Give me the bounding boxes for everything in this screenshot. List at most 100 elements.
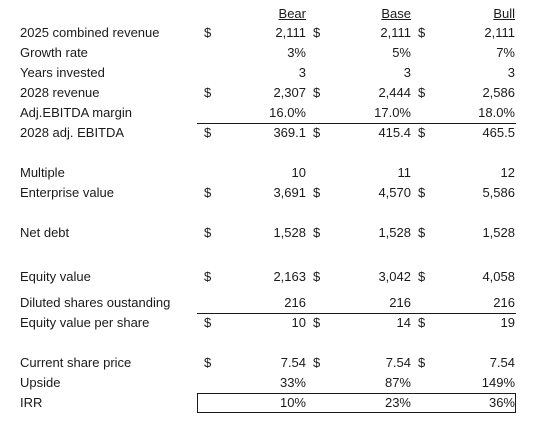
currency-symbol: $ bbox=[204, 185, 212, 200]
bull-value: 7% bbox=[496, 45, 515, 60]
header-bear: Bear bbox=[278, 6, 306, 21]
header-bull: Bull bbox=[493, 6, 515, 21]
row-label: Multiple bbox=[20, 165, 65, 180]
base-value: 11 bbox=[397, 165, 412, 180]
currency-symbol: $ bbox=[313, 355, 321, 370]
bull-value: 19 bbox=[500, 315, 515, 330]
row-label: Enterprise value bbox=[20, 185, 114, 200]
bull-value: 3 bbox=[507, 65, 515, 80]
header-base: Base bbox=[381, 6, 411, 21]
row-upside: Upside 33% 87% 149% bbox=[0, 373, 546, 393]
base-value: 3,042 bbox=[378, 269, 411, 284]
row-revenue-2025: 2025 combined revenue $ 2,111 $ 2,111 $ … bbox=[0, 23, 546, 43]
header-row: Bear Base Bull bbox=[0, 4, 546, 24]
base-value: 4,570 bbox=[378, 185, 411, 200]
currency-symbol: $ bbox=[204, 125, 212, 140]
row-label: IRR bbox=[20, 395, 43, 410]
bull-value: 465.5 bbox=[482, 125, 515, 140]
row-ebitda-2028: 2028 adj. EBITDA $ 369.1 $ 415.4 $ 465.5 bbox=[0, 123, 546, 143]
currency-symbol: $ bbox=[418, 185, 426, 200]
row-label: Years invested bbox=[20, 65, 105, 80]
irr-box bbox=[197, 393, 516, 413]
bear-value: 10 bbox=[291, 315, 306, 330]
currency-symbol: $ bbox=[313, 25, 321, 40]
row-label: Equity value bbox=[20, 269, 91, 284]
bear-value: 2,111 bbox=[275, 25, 306, 40]
currency-symbol: $ bbox=[418, 225, 426, 240]
currency-symbol: $ bbox=[204, 85, 212, 100]
currency-symbol: $ bbox=[313, 185, 321, 200]
bull-value: 2,586 bbox=[482, 85, 515, 100]
currency-symbol: $ bbox=[418, 85, 426, 100]
currency-symbol: $ bbox=[204, 355, 212, 370]
base-value: 2,111 bbox=[380, 25, 411, 40]
base-value: 5% bbox=[392, 45, 411, 60]
currency-symbol: $ bbox=[204, 25, 212, 40]
currency-symbol: $ bbox=[418, 315, 426, 330]
bull-value: 5,586 bbox=[482, 185, 515, 200]
currency-symbol: $ bbox=[313, 85, 321, 100]
currency-symbol: $ bbox=[418, 355, 426, 370]
row-net-debt: Net debt $ 1,528 $ 1,528 $ 1,528 bbox=[0, 223, 546, 243]
bear-value: 369.1 bbox=[273, 125, 306, 140]
base-value: 1,528 bbox=[378, 225, 411, 240]
row-label: Diluted shares oustanding bbox=[20, 295, 171, 310]
base-value: 87% bbox=[384, 375, 411, 390]
currency-symbol: $ bbox=[418, 269, 426, 284]
currency-symbol: $ bbox=[313, 125, 321, 140]
row-label: 2028 adj. EBITDA bbox=[20, 125, 125, 140]
currency-symbol: $ bbox=[418, 25, 426, 40]
base-value: 7.54 bbox=[385, 355, 411, 370]
row-label: Equity value per share bbox=[20, 315, 150, 330]
currency-symbol: $ bbox=[313, 269, 321, 284]
row-label: 2028 revenue bbox=[20, 85, 100, 100]
row-ebitda-margin: Adj.EBITDA margin 16.0% 17.0% 18.0% bbox=[0, 103, 546, 123]
currency-symbol: $ bbox=[204, 225, 212, 240]
row-revenue-2028: 2028 revenue $ 2,307 $ 2,444 $ 2,586 bbox=[0, 83, 546, 103]
bear-value: 3 bbox=[298, 65, 306, 80]
base-value: 23% bbox=[384, 395, 411, 410]
row-irr: IRR 10% 23% 36% bbox=[0, 393, 546, 413]
bear-value: 3% bbox=[287, 45, 306, 60]
bear-value: 2,163 bbox=[273, 269, 306, 284]
subtotal-rule bbox=[197, 123, 516, 124]
bull-value: 149% bbox=[481, 375, 515, 390]
currency-symbol: $ bbox=[313, 315, 321, 330]
bear-value: 16.0% bbox=[269, 105, 306, 120]
row-share-price: Current share price $ 7.54 $ 7.54 $ 7.54 bbox=[0, 353, 546, 373]
bear-value: 2,307 bbox=[273, 85, 306, 100]
bull-value: 36% bbox=[488, 395, 515, 410]
bear-value: 3,691 bbox=[273, 185, 306, 200]
bull-value: 18.0% bbox=[478, 105, 515, 120]
row-enterprise-value: Enterprise value $ 3,691 $ 4,570 $ 5,586 bbox=[0, 183, 546, 203]
base-value: 2,444 bbox=[378, 85, 411, 100]
bear-value: 1,528 bbox=[273, 225, 306, 240]
bull-value: 2,111 bbox=[484, 25, 515, 40]
currency-symbol: $ bbox=[204, 269, 212, 284]
row-growth-rate: Growth rate 3% 5% 7% bbox=[0, 43, 546, 63]
row-label: Net debt bbox=[20, 225, 70, 240]
row-label: Adj.EBITDA margin bbox=[20, 105, 132, 120]
row-equity-per-share: Equity value per share $ 10 $ 14 $ 19 bbox=[0, 313, 546, 333]
currency-symbol: $ bbox=[418, 125, 426, 140]
row-years-invested: Years invested 3 3 3 bbox=[0, 63, 546, 83]
base-value: 3 bbox=[403, 65, 411, 80]
bear-value: 33% bbox=[279, 375, 306, 390]
base-value: 17.0% bbox=[374, 105, 411, 120]
bull-value: 216 bbox=[493, 295, 515, 310]
base-value: 216 bbox=[389, 295, 411, 310]
bear-value: 216 bbox=[284, 295, 306, 310]
row-label: Upside bbox=[20, 375, 61, 390]
bull-value: 12 bbox=[500, 165, 515, 180]
subtotal-rule bbox=[197, 313, 516, 314]
base-value: 14 bbox=[396, 315, 411, 330]
row-equity-value: Equity value $ 2,163 $ 3,042 $ 4,058 bbox=[0, 267, 546, 287]
row-label: Current share price bbox=[20, 355, 132, 370]
bear-value: 10 bbox=[291, 165, 306, 180]
currency-symbol: $ bbox=[313, 225, 321, 240]
bull-value: 7.54 bbox=[489, 355, 515, 370]
bear-value: 10% bbox=[279, 395, 306, 410]
currency-symbol: $ bbox=[204, 315, 212, 330]
row-label: 2025 combined revenue bbox=[20, 25, 160, 40]
